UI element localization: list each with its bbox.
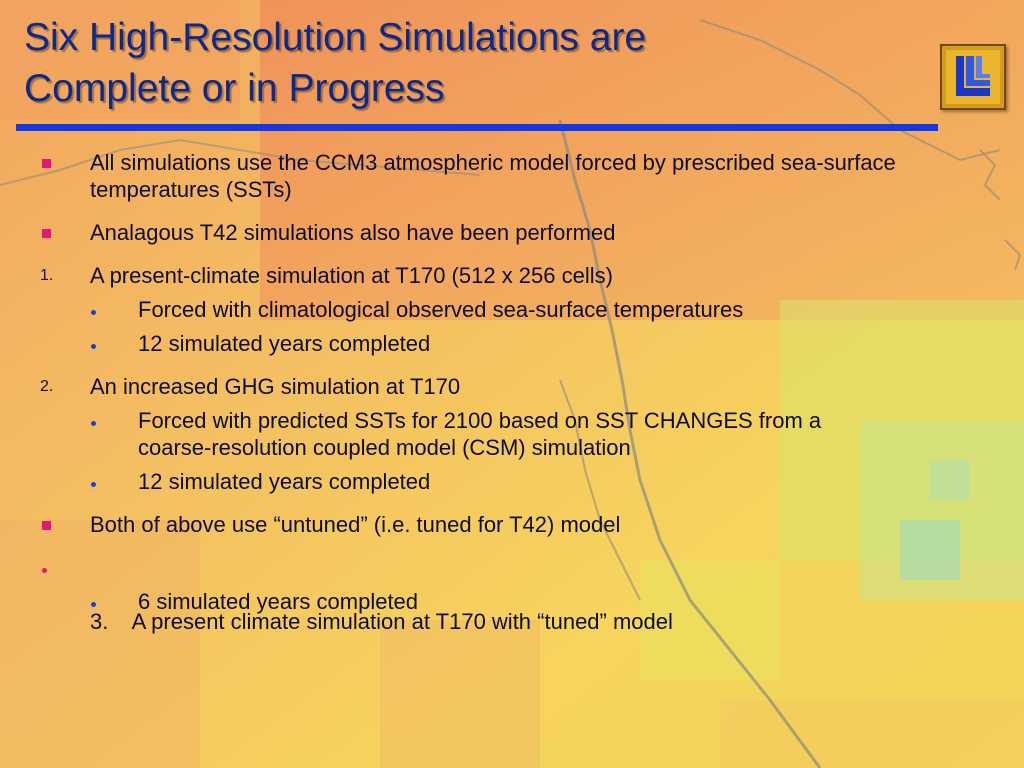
square-bullet-icon [42,229,51,238]
list-number: 2. [40,378,54,395]
square-bullet-icon [42,159,51,168]
title-line-1: Six High-Resolution Simulations are [24,16,647,59]
bullet-text: 6 simulated years completed [138,589,419,614]
pink-bullet-icon [42,568,47,573]
bullet-text: Both of above use “untuned” (i.e. tuned … [90,512,621,537]
bullet-item: Both of above use “untuned” (i.e. tuned … [90,511,910,538]
numbered-item: An increased GHG simulation at T170 [90,373,910,400]
numbered-item: A present-climate simulation at T170 (51… [90,262,910,289]
sub-bullet-icon [91,482,96,487]
llnl-logo-icon [940,44,1006,110]
bullet-text: Forced with predicted SSTs for 2100 base… [138,408,822,460]
bullet-text: 12 simulated years completed [138,469,431,494]
sub-bullet-item: Forced with climatological observed sea-… [138,296,898,323]
bullet-text: A present-climate simulation at T170 (51… [90,263,613,288]
bullet-item: Analagous T42 simulations also have been… [90,219,910,246]
sub-bullet-item: 6 simulated years completed [138,588,898,615]
list-number: 1. [40,267,54,284]
sub-bullet-item: 12 simulated years completed [138,330,898,357]
bullet-text: 3. A present climate simulation at T170 … [90,609,673,634]
title-underline [16,124,938,131]
slide-title: Six High-Resolution Simulations are Comp… [24,12,904,114]
sub-bullet-icon [91,421,96,426]
bullet-text: An increased GHG simulation at T170 [90,374,461,399]
square-bullet-icon [42,521,51,530]
sub-bullet-item: 12 simulated years completed [138,468,898,495]
bullet-text: 12 simulated years completed [138,331,431,356]
bullet-text: All simulations use the CCM3 atmospheric… [90,150,896,202]
sub-bullet-icon [91,344,96,349]
sub-bullet-icon [91,602,96,607]
sub-bullet-item: Forced with predicted SSTs for 2100 base… [138,407,878,461]
bullet-text: Analagous T42 simulations also have been… [90,220,616,245]
bullet-item: All simulations use the CCM3 atmospheric… [90,149,910,203]
title-line-2: Complete or in Progress [24,67,445,110]
sub-bullet-icon [91,310,96,315]
bullet-item: 3. A present climate simulation at T170 … [90,554,910,689]
bullet-text: Forced with climatological observed sea-… [138,297,744,322]
